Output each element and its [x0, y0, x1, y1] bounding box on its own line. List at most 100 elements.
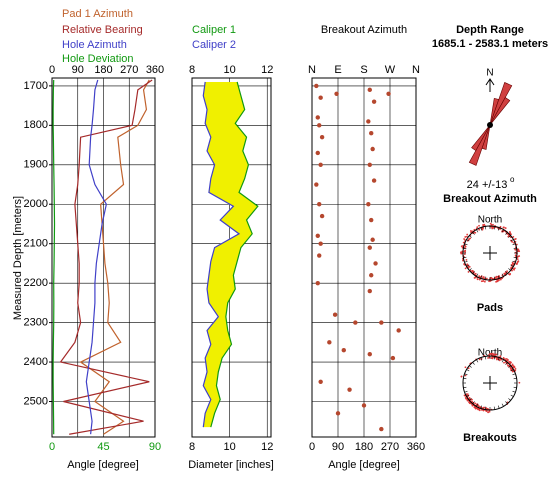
breakout-point [367, 87, 372, 93]
breakout-point [361, 403, 367, 408]
plot-tick [472, 362, 475, 365]
plot-dot [498, 279, 500, 282]
breakout-point [369, 217, 374, 223]
y-tick-label: 2100 [24, 238, 48, 250]
breakout-point [370, 237, 375, 242]
plot-tick [463, 248, 467, 250]
plot-dot [512, 364, 514, 367]
north-label: North [478, 215, 502, 226]
plot-dot [463, 238, 466, 240]
x-tick-label: 360 [146, 64, 164, 76]
plot-dot [500, 358, 503, 361]
plot-tick [464, 243, 468, 246]
plot-tick [493, 226, 495, 230]
plot-dot [508, 230, 511, 233]
breakout-point [317, 123, 322, 128]
plot-tick [480, 275, 483, 279]
plot-tick [464, 390, 468, 393]
plot-dot [518, 255, 521, 257]
plot-tick [497, 357, 500, 361]
plot-dot [507, 364, 509, 367]
trace [85, 79, 107, 435]
plot-tick [480, 405, 483, 409]
breakout-point [371, 99, 377, 104]
plot-tick [505, 232, 508, 235]
plot-dot [480, 408, 483, 411]
plot-dot [478, 358, 481, 361]
plot-dot [490, 357, 493, 359]
plot-dot [463, 253, 466, 256]
y-tick-label: 2200 [24, 277, 48, 289]
degree-mark: o [510, 175, 515, 184]
x2-tick-label: N [308, 64, 316, 76]
x-tick-label: 90 [72, 64, 84, 76]
plot-tick [513, 248, 517, 250]
plot-tick [493, 406, 495, 410]
plot-tick [485, 276, 487, 280]
trace [210, 81, 259, 428]
plot-dot [464, 366, 467, 369]
plot-dot [469, 402, 472, 405]
plot-tick [472, 271, 475, 274]
plot-tick [505, 271, 508, 274]
plot-dot [510, 266, 513, 269]
plot-tick [485, 406, 487, 410]
breakout-point [317, 202, 322, 207]
plot-dot [491, 227, 494, 230]
plot-tick [513, 386, 517, 388]
plot-dot [490, 353, 492, 355]
x2-tick-label: W [385, 64, 396, 76]
plot-dot [483, 223, 486, 226]
x2-tick-label: 45 [97, 441, 109, 453]
plot-tick [476, 403, 479, 407]
plot-tick [485, 356, 487, 360]
plot-dot [495, 275, 498, 278]
caliper-fill [203, 81, 258, 428]
x-tick-label: 12 [261, 441, 273, 453]
plot-dot [463, 250, 466, 253]
breakout-point [367, 288, 372, 294]
plot-tick [472, 401, 475, 404]
breakout-point [314, 182, 319, 187]
breakout-point [367, 245, 372, 250]
x-tick-label: 270 [120, 64, 138, 76]
breakout-point [315, 233, 320, 239]
plot-dot [474, 402, 477, 405]
breakout-point [315, 115, 320, 120]
plot-dot [465, 393, 468, 396]
plot-dot [508, 360, 511, 363]
plot-tick [463, 256, 467, 258]
plot-dot [504, 358, 507, 361]
rose-petal [471, 124, 491, 152]
plot-tick [508, 268, 511, 271]
plot-tick [505, 401, 508, 404]
x-axis-title: Diameter [inches] [188, 459, 274, 471]
legend-entry: Hole Azimuth [62, 39, 127, 51]
plot-dot [478, 228, 481, 231]
plot-tick [497, 405, 500, 409]
x-tick-label: 8 [189, 441, 195, 453]
plot-dot [460, 375, 463, 378]
plot-tick [480, 227, 483, 231]
legend-entry: Hole Deviation [62, 53, 134, 65]
plot-dot [471, 270, 473, 273]
panel-title: Breakout Azimuth [321, 24, 407, 36]
panel-frame [311, 77, 417, 438]
x-tick-label: 0 [49, 64, 55, 76]
plot-dot [513, 365, 516, 368]
plot-dot [485, 410, 488, 413]
plot-tick [501, 229, 504, 233]
breakout-point [353, 320, 358, 325]
plot-tick [508, 365, 511, 368]
plot-tick [512, 390, 516, 393]
plot-dot [464, 374, 467, 377]
plot-dot [473, 405, 476, 408]
plot-tick [512, 243, 516, 246]
plot-tick [463, 386, 467, 388]
y-tick-label: 2400 [24, 356, 48, 368]
breakout-point [371, 178, 377, 183]
breakout-point [315, 150, 320, 156]
plot-tick [480, 357, 483, 361]
depth-range: 1685.1 - 2583.1 meters [432, 38, 548, 50]
breakout-point [379, 426, 384, 432]
